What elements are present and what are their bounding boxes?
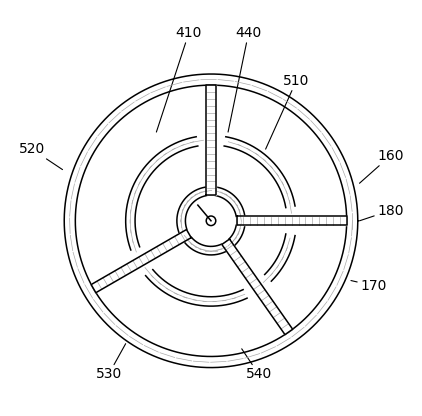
Text: 510: 510 xyxy=(265,74,309,149)
Polygon shape xyxy=(216,187,245,216)
Polygon shape xyxy=(224,137,295,208)
Polygon shape xyxy=(146,270,247,306)
Polygon shape xyxy=(185,237,225,255)
Text: 410: 410 xyxy=(157,26,202,132)
Text: 180: 180 xyxy=(360,203,403,221)
Polygon shape xyxy=(222,239,293,334)
Polygon shape xyxy=(64,74,358,368)
Text: 170: 170 xyxy=(351,279,386,293)
Polygon shape xyxy=(177,187,206,233)
Text: 160: 160 xyxy=(360,149,403,183)
Text: 520: 520 xyxy=(19,142,62,170)
Polygon shape xyxy=(265,234,295,281)
Polygon shape xyxy=(229,225,245,245)
Text: 530: 530 xyxy=(95,344,126,381)
Polygon shape xyxy=(126,137,198,250)
Text: 540: 540 xyxy=(242,349,272,381)
Polygon shape xyxy=(206,85,216,195)
Polygon shape xyxy=(91,230,191,293)
Polygon shape xyxy=(237,216,347,225)
Text: 440: 440 xyxy=(228,26,262,132)
